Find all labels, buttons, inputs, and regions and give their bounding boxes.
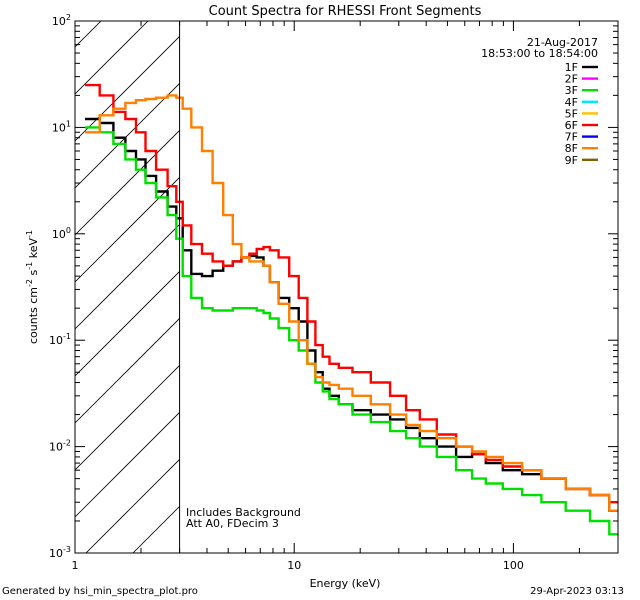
series-1F <box>85 117 618 512</box>
legend-label-2F: 2F <box>565 73 578 86</box>
y-axis-label-mid1: s <box>27 269 40 278</box>
y-axis-label-base: counts cm <box>27 287 40 344</box>
legend-label-7F: 7F <box>565 131 578 144</box>
legend-label-4F: 4F <box>565 96 578 109</box>
hatch-line <box>75 317 180 424</box>
annotation-background: Includes Background <box>186 506 301 519</box>
date-label: 21-Aug-2017 <box>527 36 598 49</box>
hatch-line <box>75 35 180 142</box>
series-3F <box>85 126 618 536</box>
hatch-line <box>75 176 180 283</box>
y-axis-label-exp3: -1 <box>25 230 34 238</box>
hatch-line <box>132 505 180 553</box>
time-range-label: 18:53:00 to 18:54:00 <box>481 47 598 60</box>
series-6F <box>85 83 618 504</box>
axis-ticks: 1 10 100 10-3 10-2 10-1 100 101 102 <box>49 13 619 572</box>
hatched-region <box>75 21 180 553</box>
series-layer <box>85 83 618 536</box>
x-tick-label: 100 <box>503 559 524 572</box>
y-tick-label: 10-3 <box>49 545 71 560</box>
hatch-line <box>75 364 180 471</box>
y-axis-label-exp1: -2 <box>25 279 34 287</box>
legend-label-3F: 3F <box>565 84 578 97</box>
legend-label-1F: 1F <box>565 61 578 74</box>
hatch-line <box>85 458 180 553</box>
legend-label-8F: 8F <box>565 142 578 155</box>
y-tick-label: 101 <box>52 119 71 134</box>
footer-generated-by: Generated by hsi_min_spectra_plot.pro <box>2 586 198 597</box>
hatch-lines <box>75 21 180 553</box>
footer-timestamp: 29-Apr-2023 03:13 <box>530 586 624 597</box>
hatch-line <box>75 82 180 189</box>
y-tick-label: 10-2 <box>49 439 71 454</box>
annotation-attenuator: Att A0, FDecim 3 <box>186 517 279 530</box>
hatch-line <box>75 411 180 518</box>
x-axis-label: Energy (keV) <box>310 577 381 590</box>
y-tick-label: 100 <box>52 226 71 241</box>
y-axis-label-mid2: keV <box>27 238 40 262</box>
hatch-line <box>75 270 180 377</box>
y-axis-label: counts cm-2 s-1 keV-1 <box>25 230 40 344</box>
y-axis-label-exp2: -1 <box>25 262 34 270</box>
legend-label-6F: 6F <box>565 119 578 132</box>
x-tick-label: 1 <box>72 559 79 572</box>
hatch-line <box>75 129 180 236</box>
y-tick-label: 102 <box>52 13 71 28</box>
series-8F <box>85 94 618 512</box>
legend-label-9F: 9F <box>565 154 578 167</box>
chart-title: Count Spectra for RHESSI Front Segments <box>209 4 482 19</box>
hatch-line <box>75 223 180 330</box>
legend-label-5F: 5F <box>565 107 578 120</box>
y-tick-label: 10-1 <box>49 332 71 347</box>
x-tick-label: 10 <box>287 559 301 572</box>
plot-frame <box>74 20 619 554</box>
